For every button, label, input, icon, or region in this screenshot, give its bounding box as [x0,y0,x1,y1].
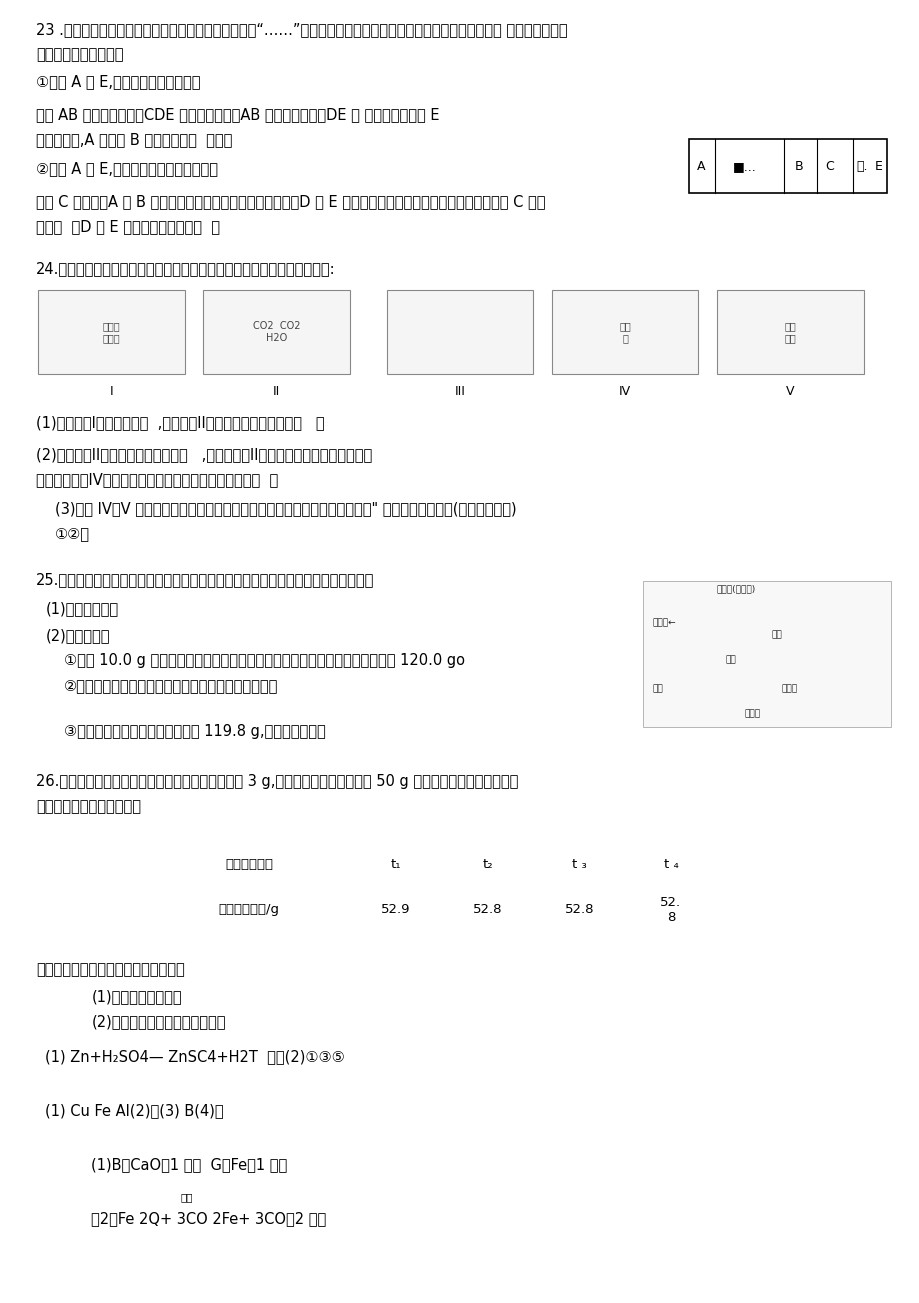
Text: 52.8: 52.8 [564,903,594,916]
Text: ①②。: ①②。 [54,526,89,542]
Bar [688,139,886,193]
Text: 剩余物质量里/g: 剩余物质量里/g [219,903,279,916]
Text: (2)实验装置II还可用于制取的气体是   ,用实验装置II出收集该气体，其中水的作用: (2)实验装置II还可用于制取的气体是 ,用实验装置II出收集该气体，其中水的作… [36,447,372,463]
Text: 应过程中测得数据如下表。: 应过程中测得数据如下表。 [36,800,142,814]
Text: 24.用集气瓶可完成多种实验。请根据如下实验装置示意图，回答有关问题:: 24.用集气瓶可完成多种实验。请根据如下实验装置示意图，回答有关问题: [36,261,335,276]
Text: (1)实验目的：；: (1)实验目的：； [45,602,119,616]
Text: 体情况分别进行回答。: 体情况分别进行回答。 [36,47,124,63]
Text: t ₄: t ₄ [663,857,677,870]
Text: 稀盐酸
石灰石: 稀盐酸 石灰石 [103,321,120,343]
Text: III: III [454,384,465,397]
Text: （2）Fe 2Q+ 3CO 2Fe+ 3CO（2 分）: （2）Fe 2Q+ 3CO 2Fe+ 3CO（2 分） [91,1210,326,1226]
Bar [386,291,533,374]
Text: 饮料瓶: 饮料瓶 [780,684,796,693]
Text: 已知 C 为单质，A 与 B 反应的主要现象是红色粉末变为黑色，D 与 E 反应的主要现象是银白色固体变为红色。则 C 的化: 已知 C 为单质，A 与 B 反应的主要现象是红色粉末变为黑色，D 与 E 反应… [36,194,545,210]
Text: (2)该样品中金属镁的质量分数。: (2)该样品中金属镁的质量分数。 [91,1014,225,1029]
Text: IV: IV [618,384,630,397]
Text: ③反应完全后，称得装置总质量为 119.8 g,则粗锌的纯度为: ③反应完全后，称得装置总质量为 119.8 g,则粗锌的纯度为 [63,724,325,739]
Text: CO2  CO2
H2O: CO2 CO2 H2O [253,321,300,343]
Text: 学式为  ，D 和 E 反应的化学方程式为  。: 学式为 ，D 和 E 反应的化学方程式为 。 [36,219,220,235]
Text: (1) Cu Fe Al(2)铁(3) B(4)大: (1) Cu Fe Al(2)铁(3) B(4)大 [45,1104,224,1118]
Bar [642,581,891,727]
Text: (2)实验步骤：: (2)实验步骤： [45,628,109,644]
Text: 氧气
硫: 氧气 硫 [618,321,630,343]
Text: 铜丝: 铜丝 [771,631,782,640]
Bar [38,291,185,374]
Text: 回答下列问题，并写出必要的计算过程: 回答下列问题，并写出必要的计算过程 [36,962,185,977]
Text: 氧气
铁丝: 氧气 铁丝 [784,321,795,343]
Bar [203,291,349,374]
Text: 23 .下图表示初中常见几种不同物质之间的关系，图中“……”表示虚线两边的物质可以转化或相互反应。请根据以 下每个问题的具: 23 .下图表示初中常见几种不同物质之间的关系，图中“……”表示虚线两边的物质可… [36,22,567,38]
Text: ①若从 A 到 E,物质间能够依次转化。: ①若从 A 到 E,物质间能够依次转化。 [36,74,200,89]
Text: ②将铜网插入足量的稀盐酸中，有关反应的化学方程式: ②将铜网插入足量的稀盐酸中，有关反应的化学方程式 [63,679,278,693]
Text: (1)生成氢气多少克？: (1)生成氢气多少克？ [91,989,182,1003]
Text: 52.8: 52.8 [472,903,502,916]
Text: t₁: t₁ [391,857,401,870]
Text: 52.9: 52.9 [380,903,410,916]
Text: 是；实验装置IV的集气瓶中预先加入了少量水，其作用是  。: 是；实验装置IV的集气瓶中预先加入了少量水，其作用是 。 [36,472,278,487]
Text: (1) Zn+H₂SO4— ZnSC4+H2T  置换(2)①③⑤: (1) Zn+H₂SO4— ZnSC4+H2T 置换(2)①③⑤ [45,1049,345,1065]
Text: t ₃: t ₃ [572,857,586,870]
Text: 52.
8: 52. 8 [660,896,681,924]
Text: I: I [109,384,113,397]
Text: 碱石灰←: 碱石灰← [652,618,675,627]
Text: 的化学式为,A 转化成 B 的化学方程式  为：。: 的化学式为,A 转化成 B 的化学方程式 为：。 [36,133,233,147]
Text: (3)通过 IV、V 两个实验，结合课堂学习，你认为在集气瓶中进行燃烧的实验" 应该注意的问题是(说出两点即可): (3)通过 IV、V 两个实验，结合课堂学习，你认为在集气瓶中进行燃烧的实验" … [54,502,516,516]
Text: B: B [794,160,802,173]
Text: (1)实验装置I完成的实验是  ,实验装置II的集气瓶中装入的试剂是   。: (1)实验装置I完成的实验是 ,实验装置II的集气瓶中装入的试剂是 。 [36,416,324,430]
Text: (1)B：CaO（1 分）  G：Fe（1 分）: (1)B：CaO（1 分） G：Fe（1 分） [91,1157,288,1173]
Text: ■...: ■... [732,160,755,173]
Text: 高温: 高温 [180,1192,193,1203]
Text: t₂: t₂ [482,857,493,870]
Text: 已知 AB 常温下为液体，CDE 常温下为气体，AB 含有相同元素，DE 含 有相同元素，则 E: 已知 AB 常温下为液体，CDE 常温下为气体，AB 含有相同元素，DE 含 有… [36,107,439,122]
Bar [716,291,863,374]
Text: 铜网: 铜网 [725,655,736,665]
Text: 粗锌: 粗锌 [652,684,663,693]
Text: II: II [273,384,280,397]
Text: ②若从 A 到 E,相邻物质间可以互相反应。: ②若从 A 到 E,相邻物质间可以互相反应。 [36,160,218,176]
Text: A: A [696,160,705,173]
Text: C: C [824,160,833,173]
Text: 26.在空气中放置一段时间的某镁条样品，其质量为 3 g,在一锥形瓶中将该样品与 50 g 足量的稀硫酸充分混合，反: 26.在空气中放置一段时间的某镁条样品，其质量为 3 g,在一锥形瓶中将该样品与… [36,774,518,790]
Text: E: E [874,160,881,173]
Text: 塑料瓶(有底孔): 塑料瓶(有底孔) [716,585,755,594]
Text: 稀盐酸: 稀盐酸 [743,710,760,719]
Text: ト.: ト. [856,160,867,173]
Text: 数据记录时间: 数据记录时间 [225,857,273,870]
Text: V: V [785,384,794,397]
Text: 25.某化学兴趣小组拟用右图装置对某粗锌样品进行纯度检测。请填写以下实验报告。: 25.某化学兴趣小组拟用右图装置对某粗锌样品进行纯度检测。请填写以下实验报告。 [36,572,374,588]
Bar [551,291,698,374]
Text: ①称取 10.0 g 粗锌置于铜网中，按图示装置组装后，称得仪器和药品总质量为 120.0 go: ①称取 10.0 g 粗锌置于铜网中，按图示装置组装后，称得仪器和药品总质量为 … [63,653,464,668]
